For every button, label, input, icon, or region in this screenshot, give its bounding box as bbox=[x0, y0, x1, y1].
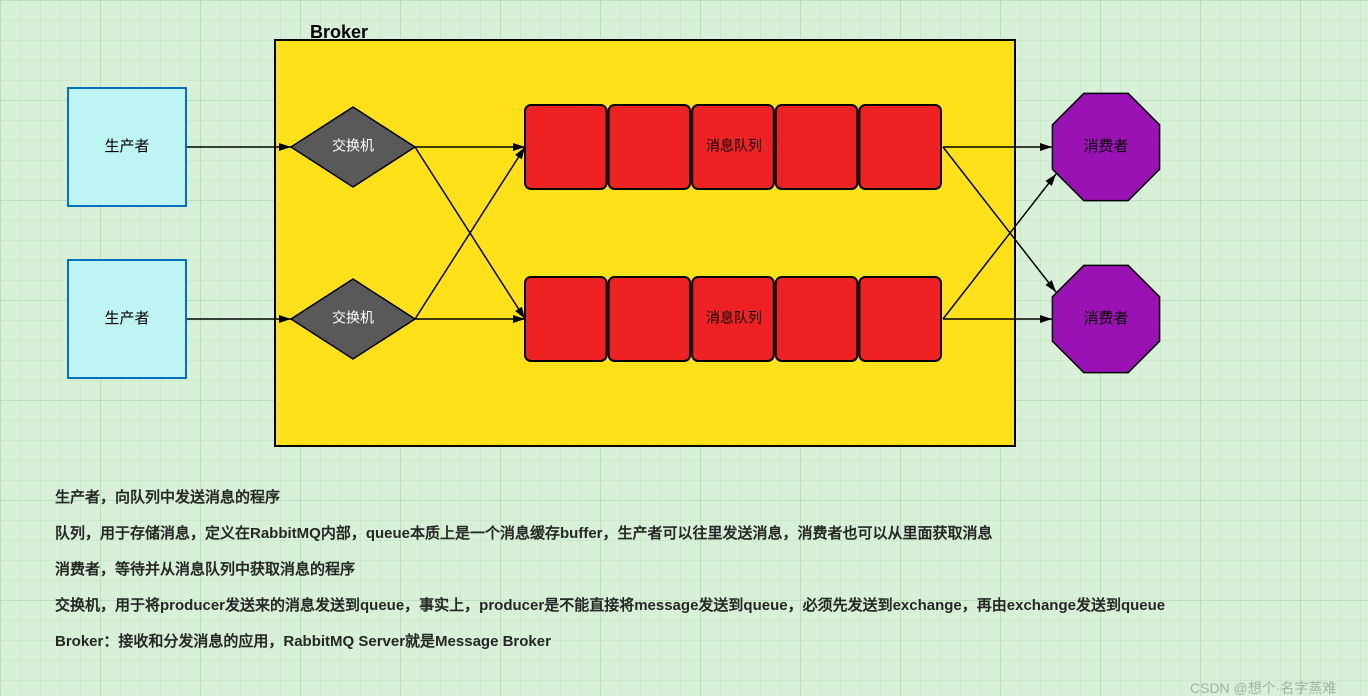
producer-2: 生产者 bbox=[68, 260, 186, 378]
svg-text:消费者: 消费者 bbox=[1083, 310, 1128, 327]
diagram-canvas: 生产者生产者交换机交换机消息队列消息队列消费者消费者 bbox=[0, 0, 1368, 696]
svg-text:生产者: 生产者 bbox=[104, 138, 149, 155]
broker-label: Broker bbox=[310, 22, 368, 43]
svg-text:消息队列: 消息队列 bbox=[706, 138, 762, 154]
queue-1: 消息队列 bbox=[525, 105, 941, 189]
description-line-5: Broker：接收和分发消息的应用，RabbitMQ Server就是Messa… bbox=[55, 630, 551, 651]
description-line-3: 消费者，等待并从消息队列中获取消息的程序 bbox=[55, 558, 355, 579]
description-line-4: 交换机，用于将producer发送来的消息发送到queue，事实上，produc… bbox=[55, 594, 1165, 615]
svg-text:生产者: 生产者 bbox=[104, 310, 149, 327]
producer-1: 生产者 bbox=[68, 88, 186, 206]
svg-text:消费者: 消费者 bbox=[1083, 138, 1128, 155]
description-line-1: 生产者，向队列中发送消息的程序 bbox=[55, 486, 280, 507]
svg-text:消息队列: 消息队列 bbox=[706, 310, 762, 326]
description-line-2: 队列，用于存储消息，定义在RabbitMQ内部，queue本质上是一个消息缓存b… bbox=[55, 522, 993, 543]
svg-text:交换机: 交换机 bbox=[332, 138, 374, 154]
consumer-1: 消费者 bbox=[1052, 93, 1159, 200]
consumer-2: 消费者 bbox=[1052, 265, 1159, 372]
broker-container bbox=[275, 40, 1015, 446]
queue-2: 消息队列 bbox=[525, 277, 941, 361]
svg-text:交换机: 交换机 bbox=[332, 310, 374, 326]
watermark: CSDN @想个·名字蒸难 bbox=[1190, 678, 1336, 698]
